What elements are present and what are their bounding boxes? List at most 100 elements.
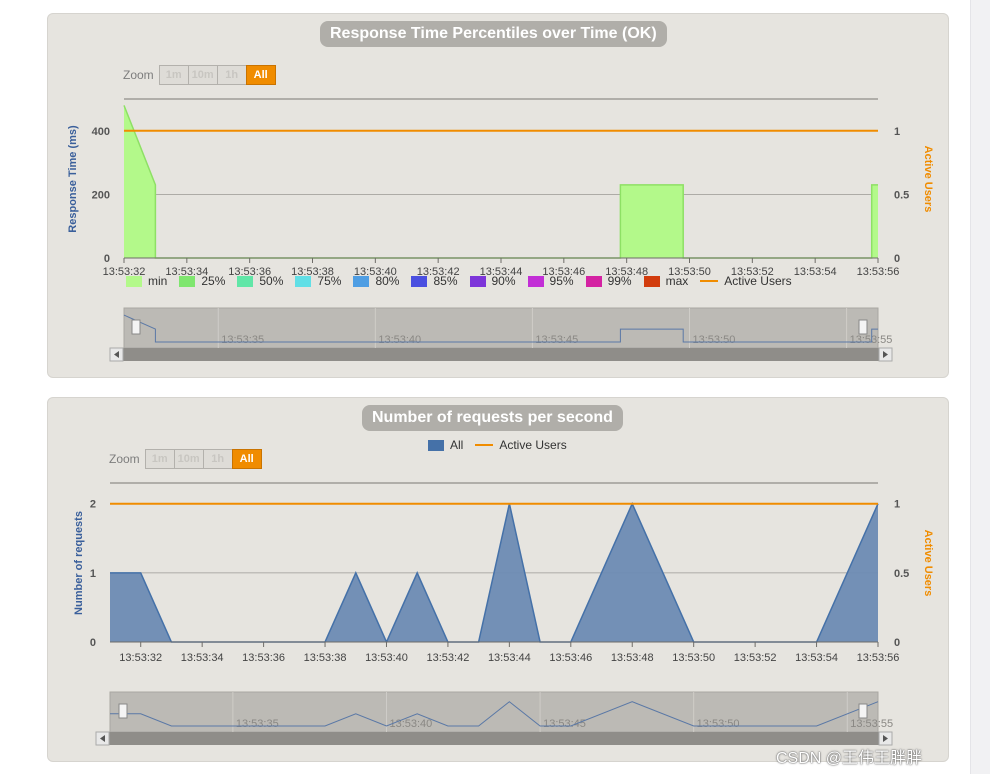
y2-tick-label: 0.5 [894,189,909,201]
y-tick-label: 0 [90,637,96,649]
legend-swatch [527,275,544,287]
navigator-label: 13:53:40 [389,718,432,730]
navigator-range [123,307,879,349]
y2-axis-title: Active Users [922,146,934,213]
legend-label: 90% [491,274,516,288]
arrow-right-icon [883,735,888,742]
x-tick-label: 13:53:56 [857,652,900,664]
legend-label: Active Users [499,438,567,452]
legend-label: 85% [433,274,458,288]
chart-title: Response Time Percentiles over Time (OK) [320,21,667,47]
requests-per-second-chart-panel: 0 1 2 0 0.5 1 Number of requests Active Users 13… [47,397,949,762]
legend-item[interactable]: 99% [585,274,632,288]
x-tick-label: 13:53:50 [668,266,711,278]
zoom-label: Zoom [123,68,154,82]
navigator-right-handle[interactable] [858,703,868,719]
x-tick-label: 13:53:40 [365,652,408,664]
legend-item[interactable]: Active Users [700,274,792,288]
legend-item[interactable]: 90% [469,274,516,288]
legend-item[interactable]: All [428,438,463,452]
navigator-label: 13:53:35 [221,334,264,346]
navigator-label: 13:53:40 [378,334,421,346]
legend-swatch [353,275,370,287]
navigator[interactable]: 13:53:35 13:53:40 13:53:45 13:53:50 13:53:55 [95,691,893,746]
legend-item[interactable]: 75% [295,274,341,288]
navigator[interactable]: 13:53:35 13:53:40 13:53:45 13:53:50 13:53:55 [109,307,893,362]
navigator-range [109,691,879,733]
legend-swatch [411,275,428,287]
navigator-label: 13:53:50 [693,334,736,346]
navigator-label: 13:53:35 [236,718,279,730]
x-tick-label: 13:53:48 [605,266,648,278]
x-tick-label: 13:53:54 [794,266,837,278]
legend-swatch [585,275,602,287]
y2-tick-label: 1 [894,499,900,511]
legend-swatch [126,275,142,287]
zoom-1h-button[interactable]: 1h [202,449,233,469]
x-tick-label: 13:53:34 [165,266,208,278]
response-time-chart: 0 200 400 0 0.5 1 Response Time (ms) Active Use… [67,98,934,362]
navigator-left-handle[interactable] [131,319,141,335]
navigator-label: 13:53:55 [850,334,893,346]
legend-item[interactable]: 50% [237,274,283,288]
arrow-left-icon [114,351,119,358]
zoom-10m-button[interactable]: 10m [173,449,204,469]
arrow-left-icon [100,735,105,742]
legend-item[interactable]: min [126,274,167,288]
legend-swatch [295,275,312,287]
navigator-series [123,314,878,343]
x-tick-label: 13:53:52 [734,652,777,664]
zoom-1h-button[interactable]: 1h [216,65,247,85]
navigator-label: 13:53:45 [535,334,578,346]
zoom-all-button[interactable]: All [231,449,262,469]
y-tick-label: 1 [90,568,96,580]
x-tick-label: 13:53:44 [488,652,531,664]
navigator-label: 13:53:50 [697,718,740,730]
watermark: CSDN @王伟王胖胖 [776,750,923,767]
zoom-all-button[interactable]: All [245,65,276,85]
legend-swatch [475,444,494,446]
navigator-right-handle[interactable] [858,319,868,335]
navigator-series [110,701,879,727]
y-axis-title: Response Time (ms) [67,125,79,233]
legend-item[interactable]: 25% [179,274,225,288]
chart-title: Number of requests per second [362,405,623,431]
zoom-1m-button[interactable]: 1m [158,65,189,85]
x-tick-label: 13:53:54 [795,652,838,664]
zoom-label: Zoom [109,452,140,466]
legend-label: max [665,274,689,288]
response-time-chart-panel: 0 200 400 0 0.5 1 Response Time (ms) Active Use… [47,13,949,378]
navigator-left-handle[interactable] [118,703,128,719]
chart-legend: All Active Users [428,438,579,452]
legend-label: 75% [317,274,342,288]
x-tick-label: 13:53:42 [417,266,460,278]
zoom-10m-button[interactable]: 10m [187,65,218,85]
x-tick-label: 13:53:46 [549,652,592,664]
navigator-scrollbar[interactable] [110,348,892,361]
y2-axis-title: Active Users [922,530,934,597]
legend-label: 99% [607,274,632,288]
x-tick-label: 13:53:32 [103,266,146,278]
page-scrollbar[interactable] [970,0,990,774]
arrow-right-icon [883,351,888,358]
legend-item[interactable]: Active Users [475,438,567,452]
legend-swatch [643,275,660,287]
y-tick-label: 200 [92,189,110,201]
legend-swatch [428,439,444,451]
legend-swatch [237,275,254,287]
legend-swatch [179,275,196,287]
y-axis-title: Number of requests [73,511,85,615]
legend-item[interactable]: max [643,274,689,288]
x-tick-label: 13:53:36 [228,266,271,278]
legend-item[interactable]: 85% [411,274,458,288]
navigator-scrollbar[interactable] [96,732,892,745]
legend-label: 25% [201,274,226,288]
y-tick-label: 2 [90,499,96,511]
x-tick-label: 13:53:36 [242,652,285,664]
legend-item[interactable]: 80% [353,274,399,288]
zoom-1m-button[interactable]: 1m [144,449,175,469]
y2-tick-label: 0 [894,253,900,265]
legend-label: Active Users [724,274,792,288]
legend-item[interactable]: 95% [527,274,574,288]
legend-swatch [469,275,486,287]
